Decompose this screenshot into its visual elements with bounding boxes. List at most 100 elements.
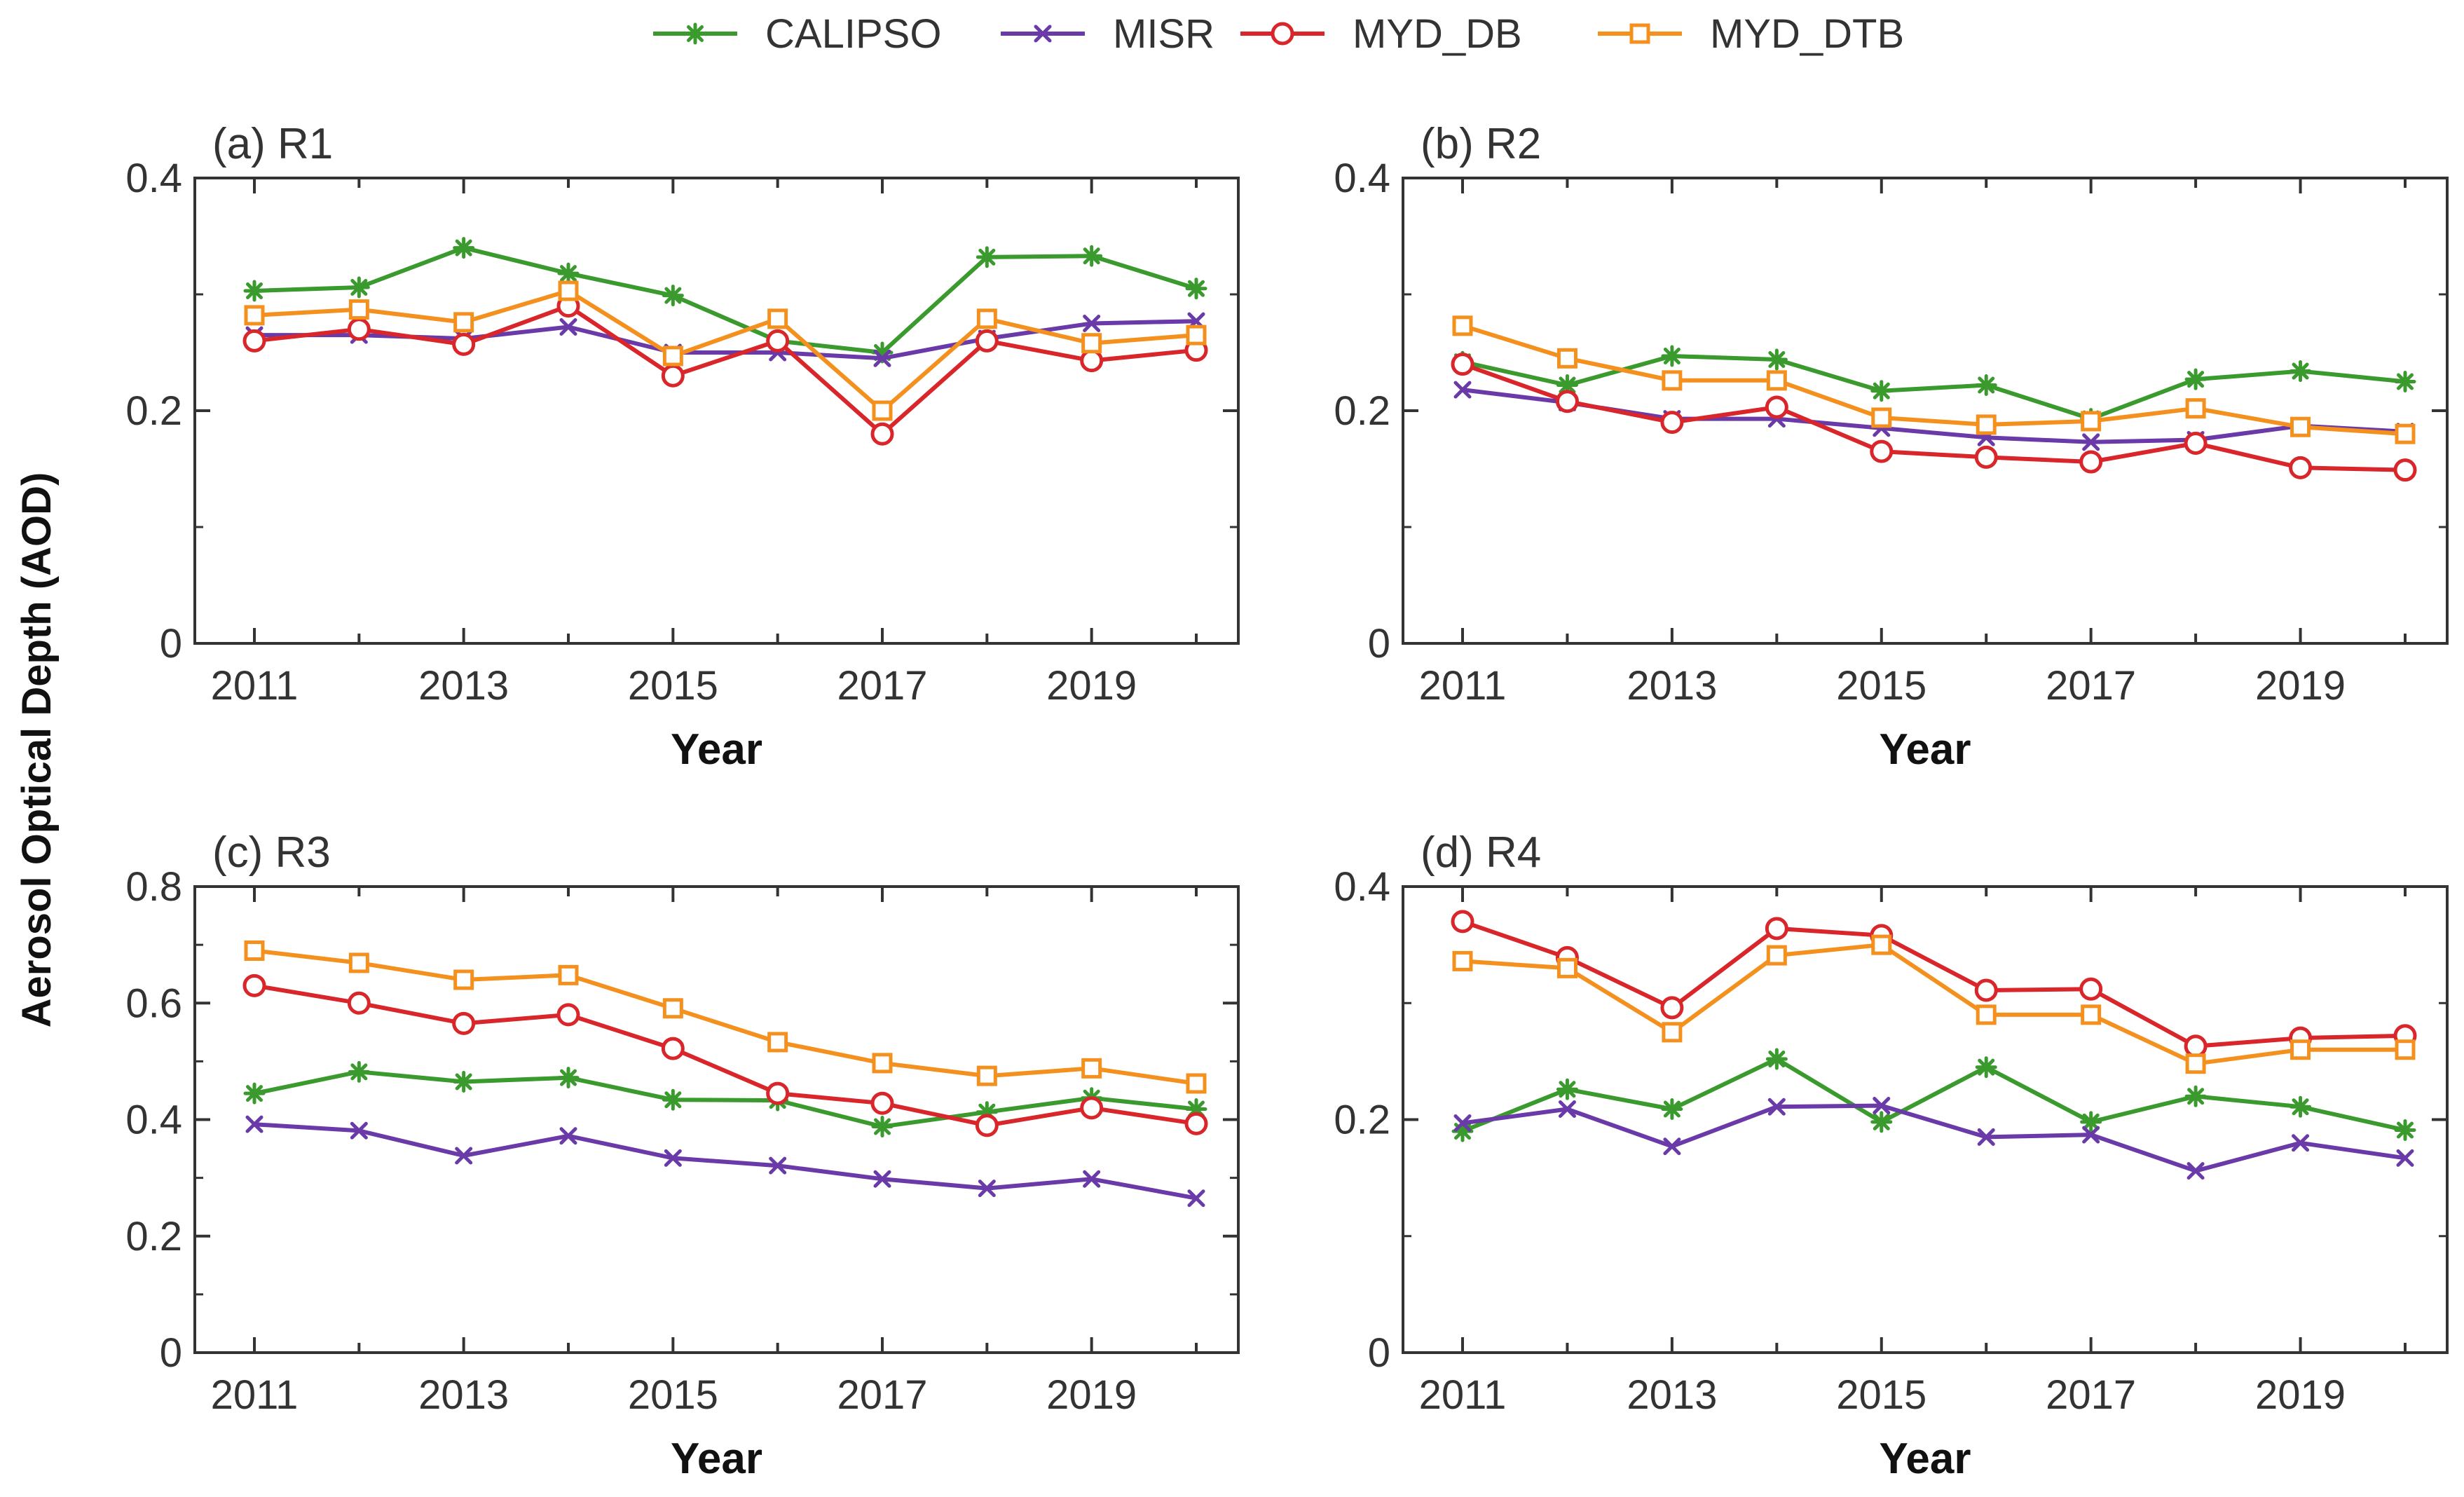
panel-b-r2-series-calipso-point-2014: [1765, 348, 1788, 371]
panel-b-r2-series-myd-db-point-2018: [2184, 431, 2208, 455]
panel-d-r4-series-myd-db-line: [1462, 920, 2406, 1048]
legend-marker-myd-db: [1271, 22, 1294, 46]
panel-b-r2-xlabel: Year: [1879, 725, 1971, 774]
panel-a-r1-series-myd-db: [242, 294, 1208, 446]
panel-d-r4-series-myd-dtb-point-2016: [1976, 1004, 1997, 1025]
panel-b-r2-series-myd-db-point-2017: [2079, 450, 2103, 474]
panel-d-r4: (d) R4 0 0.2 0.4 2011 2013 2015 2017 2019 Year: [1334, 828, 2449, 1483]
panel-c-r3-series-myd-db-point-2014: [556, 1003, 580, 1027]
panel-b-r2-series-myd-db-point-2011: [1451, 353, 1474, 376]
panel-c-r3-series-myd-db-point-2018: [975, 1114, 999, 1137]
panel-a-r1-ytick-label: 0: [160, 621, 182, 667]
legend-item-myd-dtb: MYD_DTB: [1598, 11, 1904, 57]
panel-b-r2-series-myd-dtb-point-2018: [2185, 398, 2206, 419]
panel-a-r1-series-myd-dtb-point-2012: [348, 299, 369, 320]
panel-a-r1-series-calipso: [243, 237, 1207, 364]
panel-c-r3-series-misr-line: [254, 1122, 1197, 1201]
panel-a-r1-series-calipso-line: [254, 245, 1197, 355]
panel-c-r3-series-myd-db-point-2017: [870, 1091, 894, 1115]
panel-c-r3-series-myd-dtb-point-2018: [976, 1065, 997, 1086]
panel-a-r1-series-calipso-point-2018: [976, 246, 998, 268]
panel-d-r4-series-misr-point-2017: [2082, 1126, 2100, 1144]
panel-a-r1-xtick-label: 2017: [837, 663, 927, 709]
panel-a-r1-series-myd-db-line: [254, 303, 1197, 437]
panel-d-r4-ytick-label: 0: [1368, 1330, 1390, 1376]
panel-b-r2-series-myd-db-point-2013: [1660, 411, 1684, 435]
panel-d-r4-series-calipso-line: [1461, 1057, 2406, 1133]
panel-c-r3-xtick-label: 2017: [837, 1372, 927, 1418]
panel-c-r3-series-misr-point-2011: [245, 1115, 263, 1133]
panel-d-r4-series-myd-dtb-point-2017: [2081, 1004, 2102, 1025]
panel-a-r1-series-calipso-point-2020: [1185, 278, 1207, 300]
panel-d-r4-series-misr-point-2014: [1767, 1098, 1786, 1116]
panel-d-r4-series-misr-line: [1462, 1103, 2406, 1173]
panel-c-r3-series-myd-dtb-point-2014: [558, 964, 579, 985]
panel-b-r2-series-calipso-point-2020: [2394, 371, 2416, 392]
panel-b-r2-series-myd-dtb-point-2013: [1662, 370, 1683, 391]
panel-d-r4-series-myd-db: [1451, 910, 2417, 1058]
panel-c-r3-series-myd-db-point-2019: [1080, 1096, 1104, 1120]
panel-d-r4-xtick-label: 2019: [2255, 1372, 2346, 1418]
panel-b-r2-title: (b) R2: [1421, 120, 1541, 168]
panel-b-r2-series-myd-db-point-2016: [1974, 445, 1998, 469]
panel-b-r2-series-myd-db-point-2012: [1555, 390, 1579, 413]
panel-b-r2-series-myd-dtb-line: [1462, 323, 2406, 437]
panel-a-r1-series-myd-dtb-point-2016: [767, 308, 788, 329]
panel-b-r2-series-myd-dtb-point-2011: [1452, 315, 1473, 336]
panel-b-r2-ytick-label: 0: [1368, 621, 1390, 667]
panel-a-r1-ytick-label: 0.4: [125, 156, 182, 201]
panel-b-r2-xtick-label: 2017: [2046, 663, 2136, 709]
legend-item-calipso: CALIPSO: [653, 11, 941, 57]
panel-b-r2-xtick-label: 2019: [2255, 663, 2346, 709]
panel-b-r2-series-myd-dtb-point-2019: [2290, 416, 2311, 437]
panel-c-r3-series-myd-db-point-2020: [1184, 1112, 1208, 1135]
panel-d-r4-xtick-label: 2015: [1836, 1372, 1926, 1418]
panel-c-r3-series-calipso: [243, 1060, 1207, 1137]
panel-a-r1-series-calipso-point-2014: [557, 262, 580, 285]
panel-d-r4-series-calipso-point-2017: [2080, 1111, 2102, 1133]
panel-a-r1-xtick-label: 2013: [418, 663, 509, 709]
panel-c-r3-series-myd-dtb-point-2015: [662, 998, 683, 1019]
panel-c-r3-xtick-label: 2019: [1046, 1372, 1137, 1418]
panel-d-r4-series-myd-db-point-2017: [2079, 977, 2103, 1001]
panel-b-r2-series-misr-line: [1462, 388, 2406, 444]
panel-c-r3-series-calipso-line: [254, 1069, 1197, 1129]
panel-d-r4-series-myd-db-point-2013: [1660, 996, 1684, 1020]
panel-c-r3-series-misr-point-2019: [1083, 1170, 1101, 1188]
legend-item-misr: MISR: [1001, 11, 1214, 57]
legend-label-calipso: CALIPSO: [765, 11, 941, 57]
panel-d-r4-series-misr-point-2011: [1453, 1114, 1472, 1132]
panel-d-r4-xlabel: Year: [1879, 1435, 1971, 1483]
panel-c-r3-series-myd-db-point-2016: [766, 1081, 790, 1105]
panel-d-r4-series-myd-dtb-point-2014: [1766, 945, 1787, 966]
panel-a-r1-title: (a) R1: [212, 120, 333, 168]
panel-a-r1-series-myd-dtb-point-2013: [453, 312, 474, 333]
panel-c-r3-series-myd-db-line: [254, 983, 1197, 1128]
panel-c-r3-series-misr-point-2016: [769, 1156, 787, 1175]
panel-c-r3-series-misr-point-2014: [559, 1127, 577, 1145]
panel-c-r3-series-myd-dtb-point-2020: [1186, 1073, 1207, 1094]
panel-a-r1-series-myd-db-point-2013: [452, 332, 476, 356]
panel-b-r2-series-myd-dtb-point-2016: [1976, 414, 1997, 435]
panel-c-r3-series-myd-dtb-point-2019: [1081, 1058, 1102, 1079]
panel-a-r1-series-myd-db-point-2011: [242, 329, 266, 353]
panel-c-r3-series-calipso-point-2011: [243, 1082, 266, 1105]
panel-d-r4-series-calipso-point-2018: [2184, 1085, 2207, 1107]
panel-a-r1-series-myd-db-point-2017: [870, 422, 894, 446]
panel-a-r1-series-myd-dtb-point-2011: [244, 305, 265, 326]
panel-d-r4-series-myd-db-point-2014: [1765, 917, 1788, 941]
panel-b-r2-series-myd-dtb-point-2012: [1556, 348, 1577, 369]
legend-marker-myd-dtb: [1629, 23, 1650, 44]
panel-c-r3-series-calipso-point-2017: [871, 1115, 894, 1137]
panel-a-r1-series-myd-dtb-point-2020: [1186, 324, 1207, 346]
panel-a-r1-series-myd-dtb-point-2019: [1081, 333, 1102, 354]
panel-d-r4-series-calipso-point-2020: [2394, 1119, 2416, 1141]
panel-d-r4-series-myd-dtb-point-2012: [1556, 957, 1577, 978]
panel-a-r1-series-myd-db-point-2018: [975, 329, 999, 353]
legend-marker-misr: [1034, 25, 1052, 43]
panel-c-r3-series-misr-point-2020: [1187, 1189, 1205, 1208]
panel-a-r1-series-myd-db-point-2015: [661, 364, 685, 388]
panel-d-r4-title: (d) R4: [1421, 828, 1541, 877]
panel-d-r4-series-myd-db-point-2016: [1974, 978, 1998, 1002]
